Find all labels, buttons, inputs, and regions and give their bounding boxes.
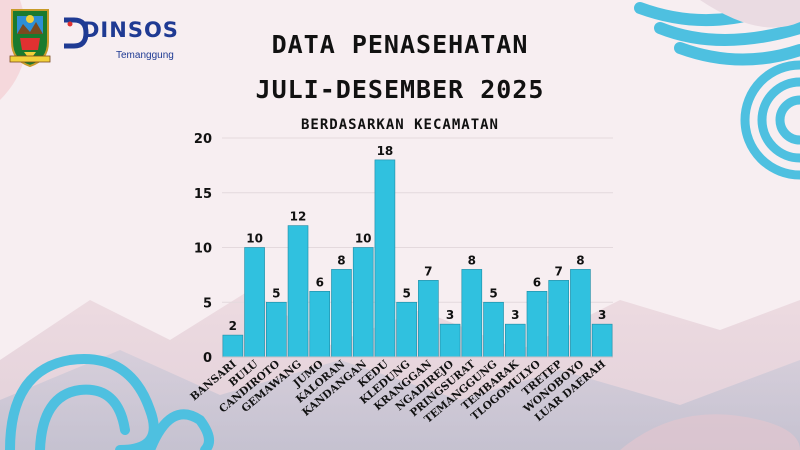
dinsos-logo-icon <box>64 17 89 49</box>
bar <box>374 159 396 358</box>
bar <box>591 323 613 358</box>
bar-value-label: 2 <box>229 319 237 333</box>
y-tick-label: 5 <box>203 296 212 311</box>
bar-value-label: 3 <box>511 308 519 322</box>
bar <box>396 301 417 358</box>
logo-area: DINSOS Temanggung <box>8 6 178 68</box>
bar <box>352 247 374 358</box>
bar-value-label: 7 <box>555 264 563 278</box>
bar-value-label: 3 <box>598 308 606 322</box>
bar-value-label: 6 <box>533 275 541 289</box>
bar-value-label: 8 <box>576 253 584 267</box>
bar-value-label: 5 <box>489 286 497 300</box>
bar <box>483 301 504 358</box>
bar-value-label: 8 <box>468 253 476 267</box>
bar <box>526 290 548 358</box>
chart-title-line1: DATA PENASEHATAN <box>271 30 529 59</box>
bar <box>504 323 526 358</box>
right-circle-decor <box>740 60 800 180</box>
bar <box>222 334 244 358</box>
y-tick-label: 0 <box>203 351 212 366</box>
bar <box>309 290 331 358</box>
temanggung-emblem-icon <box>9 9 51 68</box>
bar-value-label: 18 <box>377 144 394 158</box>
bar <box>266 301 287 358</box>
bar-value-label: 10 <box>246 232 263 246</box>
bar <box>331 269 352 358</box>
bar <box>418 280 439 358</box>
bottom-left-swirl-decor <box>5 354 214 450</box>
chart-subtitle: BERDASARKAN KECAMATAN <box>300 117 499 133</box>
bar <box>439 323 461 358</box>
y-tick-label: 20 <box>194 132 212 147</box>
bar <box>570 269 591 358</box>
bar-value-label: 10 <box>355 232 372 246</box>
org-subtitle: Temanggung <box>116 50 174 61</box>
bar-value-label: 7 <box>424 264 432 278</box>
bar-value-label: 12 <box>290 210 307 224</box>
bar-value-label: 6 <box>316 275 324 289</box>
y-tick-label: 10 <box>194 242 212 257</box>
bar-value-label: 8 <box>337 253 345 267</box>
bar <box>244 247 265 358</box>
bar-value-label: 5 <box>272 286 280 300</box>
y-tick-label: 15 <box>194 187 212 202</box>
bar-value-label: 3 <box>446 308 454 322</box>
bar-value-label: 5 <box>402 286 410 300</box>
bar <box>287 225 309 358</box>
chart-title-line2: JULI-DESEMBER 2025 <box>255 75 545 104</box>
org-name: DINSOS <box>82 18 179 42</box>
bar <box>548 280 569 358</box>
bar <box>461 269 483 358</box>
